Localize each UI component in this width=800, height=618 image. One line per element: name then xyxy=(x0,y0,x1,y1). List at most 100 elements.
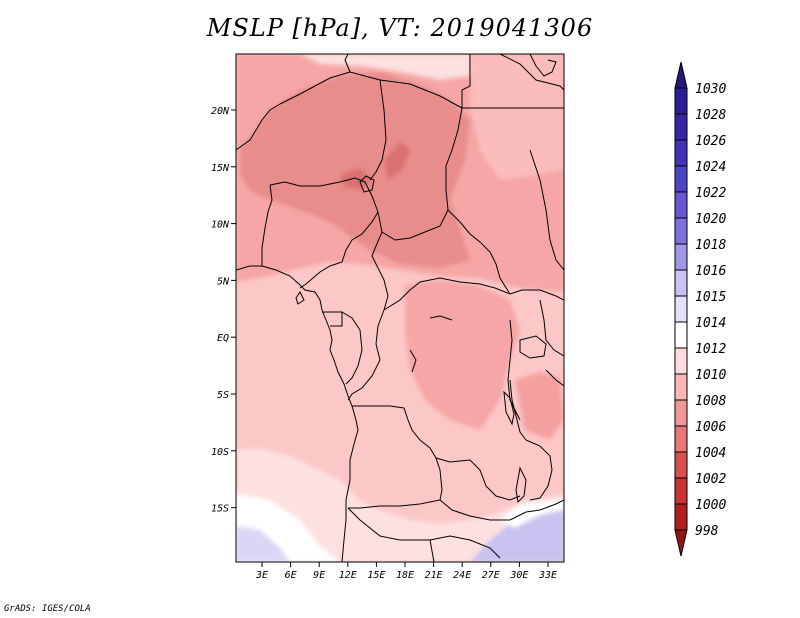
colorbar: 1030 1028 1026 1024 1022 1020 1018 1016 1015 1014… xyxy=(674,61,726,557)
lon-tick-label: 24E xyxy=(453,570,471,581)
lat-tick-label: EQ xyxy=(217,333,229,344)
border-niger-nigeria xyxy=(269,177,379,213)
plot-frame xyxy=(235,53,565,563)
colorbar-label: 1000 xyxy=(695,498,726,513)
border-namibia-botswana xyxy=(347,507,435,562)
border-car-drc xyxy=(383,277,511,311)
border-nigeria-cameroon xyxy=(299,211,379,289)
lon-tick-label: 12E xyxy=(339,570,357,581)
colorbar-label: 1028 xyxy=(695,108,726,123)
field-1014-sahara xyxy=(300,54,470,80)
border-gabon-congo xyxy=(341,311,363,385)
colorbar-label: 998 xyxy=(695,524,719,539)
colorbar-label: 1012 xyxy=(695,342,726,357)
colorbar-label: 1014 xyxy=(695,316,726,331)
lon-tick-label: 27E xyxy=(482,570,500,581)
pressure-field xyxy=(236,54,564,562)
border-tanzania xyxy=(525,439,553,501)
colorbar-segment xyxy=(674,217,688,245)
border-libya-egypt xyxy=(461,54,471,108)
field-1016-southeast xyxy=(470,504,564,562)
colorbar-label: 1008 xyxy=(695,394,726,409)
map-title: MSLP [hPa], VT: 2019041306 xyxy=(206,14,594,42)
lake-malawi xyxy=(515,466,527,504)
colorbar-top-arrow xyxy=(674,61,688,89)
lat-tick-label: 15S xyxy=(211,504,229,515)
lon-tick-label: 3E xyxy=(255,570,268,581)
colorbar-label: 1002 xyxy=(695,472,726,487)
lon-tick-label: 9E xyxy=(313,570,325,581)
lake-volta xyxy=(295,291,305,305)
border-sudan-ethiopia xyxy=(529,149,564,271)
colorbar-segment xyxy=(674,191,688,219)
colorbar-segment xyxy=(674,399,688,427)
lon-tick-label: 33E xyxy=(538,570,557,581)
coast-red-sea xyxy=(529,54,557,77)
colorbar-segment xyxy=(674,425,688,453)
lon-tick-label: 6E xyxy=(285,570,297,581)
border-benin xyxy=(261,184,273,266)
country-borders xyxy=(236,54,564,562)
colorbar-label: 1006 xyxy=(695,420,726,435)
border-eq-guinea-gabon xyxy=(322,311,343,327)
border-drc-zambia xyxy=(435,457,521,501)
colorbar-segment xyxy=(674,477,688,505)
border-ethiopia xyxy=(509,289,564,301)
border-libya-chad xyxy=(379,79,463,109)
colorbar-label: 1026 xyxy=(695,134,726,149)
colorbar-bottom-arrow xyxy=(674,529,688,557)
colorbar-segment xyxy=(674,87,688,115)
lon-tick-label: 15E xyxy=(367,570,385,581)
border-niger-mali xyxy=(236,103,281,151)
colorbar-segment xyxy=(674,321,688,349)
colorbar-segment xyxy=(674,139,688,167)
lake-chad xyxy=(359,175,375,193)
border-lake-tanganyika xyxy=(509,379,527,441)
colorbar-segment xyxy=(674,503,688,531)
colorbar-label: 1024 xyxy=(695,160,726,175)
colorbar-segment xyxy=(674,113,688,141)
border-niger-chad xyxy=(369,79,387,181)
border-chad-car xyxy=(381,209,449,241)
field-1014-south xyxy=(236,448,564,562)
coastline-southwest xyxy=(341,405,359,562)
border-kenya-tanzania xyxy=(545,369,564,387)
coastline-gulf-of-guinea xyxy=(236,265,353,407)
colorbar-label: 1022 xyxy=(695,186,726,201)
colorbar-segment xyxy=(674,269,688,297)
border-sudan-southsudan xyxy=(447,209,511,295)
coast-northeast xyxy=(499,54,564,91)
border-cameroon-car xyxy=(377,267,389,311)
border-chad-sudan xyxy=(445,107,463,211)
field-1006-core-2 xyxy=(340,168,372,190)
lat-tick-label: 10S xyxy=(211,447,229,458)
latitude-axis: 20N 15N 10N 5N EQ 5S 10S 15S xyxy=(211,106,236,515)
lake-tanganyika xyxy=(503,390,515,426)
border-cameroon-chad xyxy=(371,211,383,269)
colorbar-label: 1015 xyxy=(695,290,726,305)
lon-tick-label: 30E xyxy=(509,570,528,581)
colorbar-label: 1020 xyxy=(695,212,726,227)
grads-credit: GrADS: IGES/COLA xyxy=(4,604,91,614)
lake-victoria xyxy=(519,335,547,359)
lat-tick-label: 5N xyxy=(217,276,230,287)
colorbar-label: 1016 xyxy=(695,264,726,279)
border-zambia-zimbabwe xyxy=(439,499,527,521)
lon-tick-label: 21E xyxy=(425,570,443,581)
colorbar-segment xyxy=(674,373,688,401)
field-1016-southwest xyxy=(236,526,290,562)
border-drc-angola xyxy=(352,405,437,459)
colorbar-segment xyxy=(674,165,688,193)
lon-tick-label: 18E xyxy=(396,570,414,581)
colorbar-label: 1004 xyxy=(695,446,726,461)
border-angola-zambia xyxy=(348,457,443,509)
colorbar-segment xyxy=(674,347,688,375)
field-1012-northeast xyxy=(470,54,564,180)
lat-tick-label: 5S xyxy=(217,390,229,401)
colorbar-label: 1030 xyxy=(695,82,726,97)
colorbar-segment xyxy=(674,295,688,323)
lat-tick-label: 10N xyxy=(211,220,230,231)
colorbar-label: 1010 xyxy=(695,368,726,383)
field-1006-core xyxy=(385,142,410,180)
